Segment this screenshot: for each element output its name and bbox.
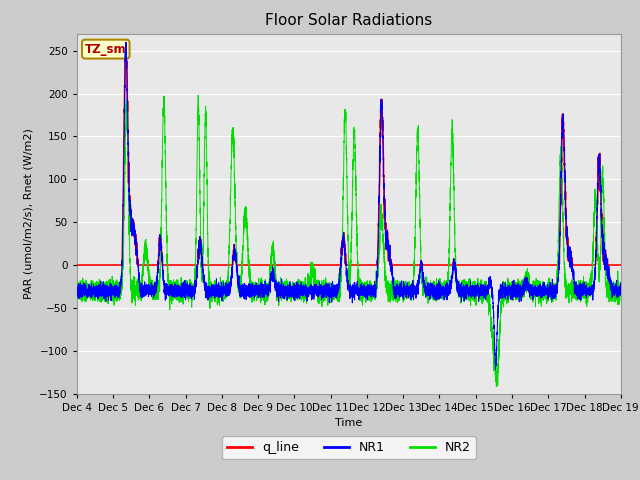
Legend: q_line, NR1, NR2: q_line, NR1, NR2 bbox=[222, 436, 476, 459]
Title: Floor Solar Radiations: Floor Solar Radiations bbox=[265, 13, 433, 28]
Text: TZ_sm: TZ_sm bbox=[85, 43, 127, 56]
X-axis label: Time: Time bbox=[335, 418, 362, 428]
Y-axis label: PAR (umol/m2/s), Rnet (W/m2): PAR (umol/m2/s), Rnet (W/m2) bbox=[24, 128, 34, 299]
